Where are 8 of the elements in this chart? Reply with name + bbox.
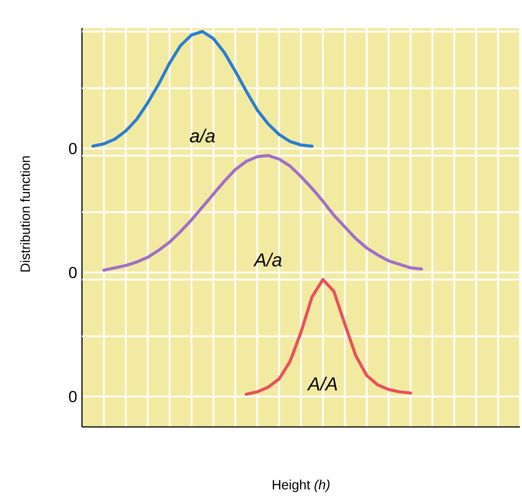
series-label: A/A bbox=[306, 376, 337, 391]
text: A/a bbox=[253, 252, 282, 266]
x-axis-title: Height (h) bbox=[272, 480, 330, 492]
y-axis-title: Distribution function bbox=[20, 156, 30, 272]
text: 0 bbox=[69, 142, 77, 154]
text: 0 bbox=[69, 390, 77, 402]
text: a/a bbox=[190, 128, 215, 142]
text: 0 bbox=[69, 266, 77, 278]
